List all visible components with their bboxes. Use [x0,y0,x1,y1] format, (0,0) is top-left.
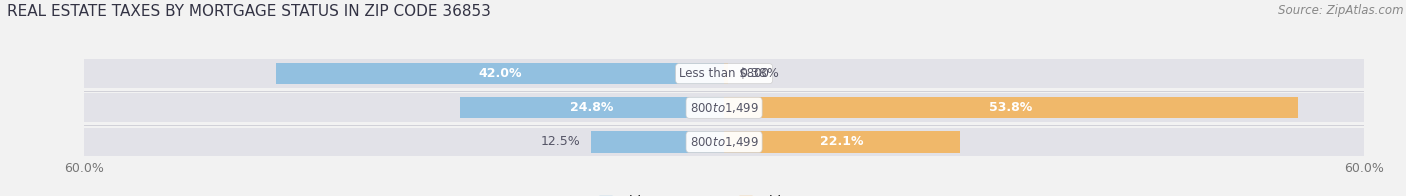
Text: 12.5%: 12.5% [540,135,581,148]
Bar [724,97,1298,118]
Bar [84,59,1364,88]
Bar [460,97,724,118]
Text: 0.38%: 0.38% [738,67,779,80]
Text: Source: ZipAtlas.com: Source: ZipAtlas.com [1278,4,1403,17]
Legend: Without Mortgage, With Mortgage: Without Mortgage, With Mortgage [595,190,853,196]
Bar [84,128,1364,156]
Text: 24.8%: 24.8% [571,101,613,114]
Text: Less than $800: Less than $800 [679,67,769,80]
Text: REAL ESTATE TAXES BY MORTGAGE STATUS IN ZIP CODE 36853: REAL ESTATE TAXES BY MORTGAGE STATUS IN … [7,4,491,19]
Text: $800 to $1,499: $800 to $1,499 [689,135,759,149]
Bar [591,131,724,152]
Bar [276,63,724,84]
Bar [724,63,728,84]
Text: 53.8%: 53.8% [990,101,1032,114]
Text: 42.0%: 42.0% [478,67,522,80]
Bar [724,131,960,152]
Text: 22.1%: 22.1% [820,135,863,148]
Bar [84,93,1364,122]
Text: $800 to $1,499: $800 to $1,499 [689,101,759,115]
